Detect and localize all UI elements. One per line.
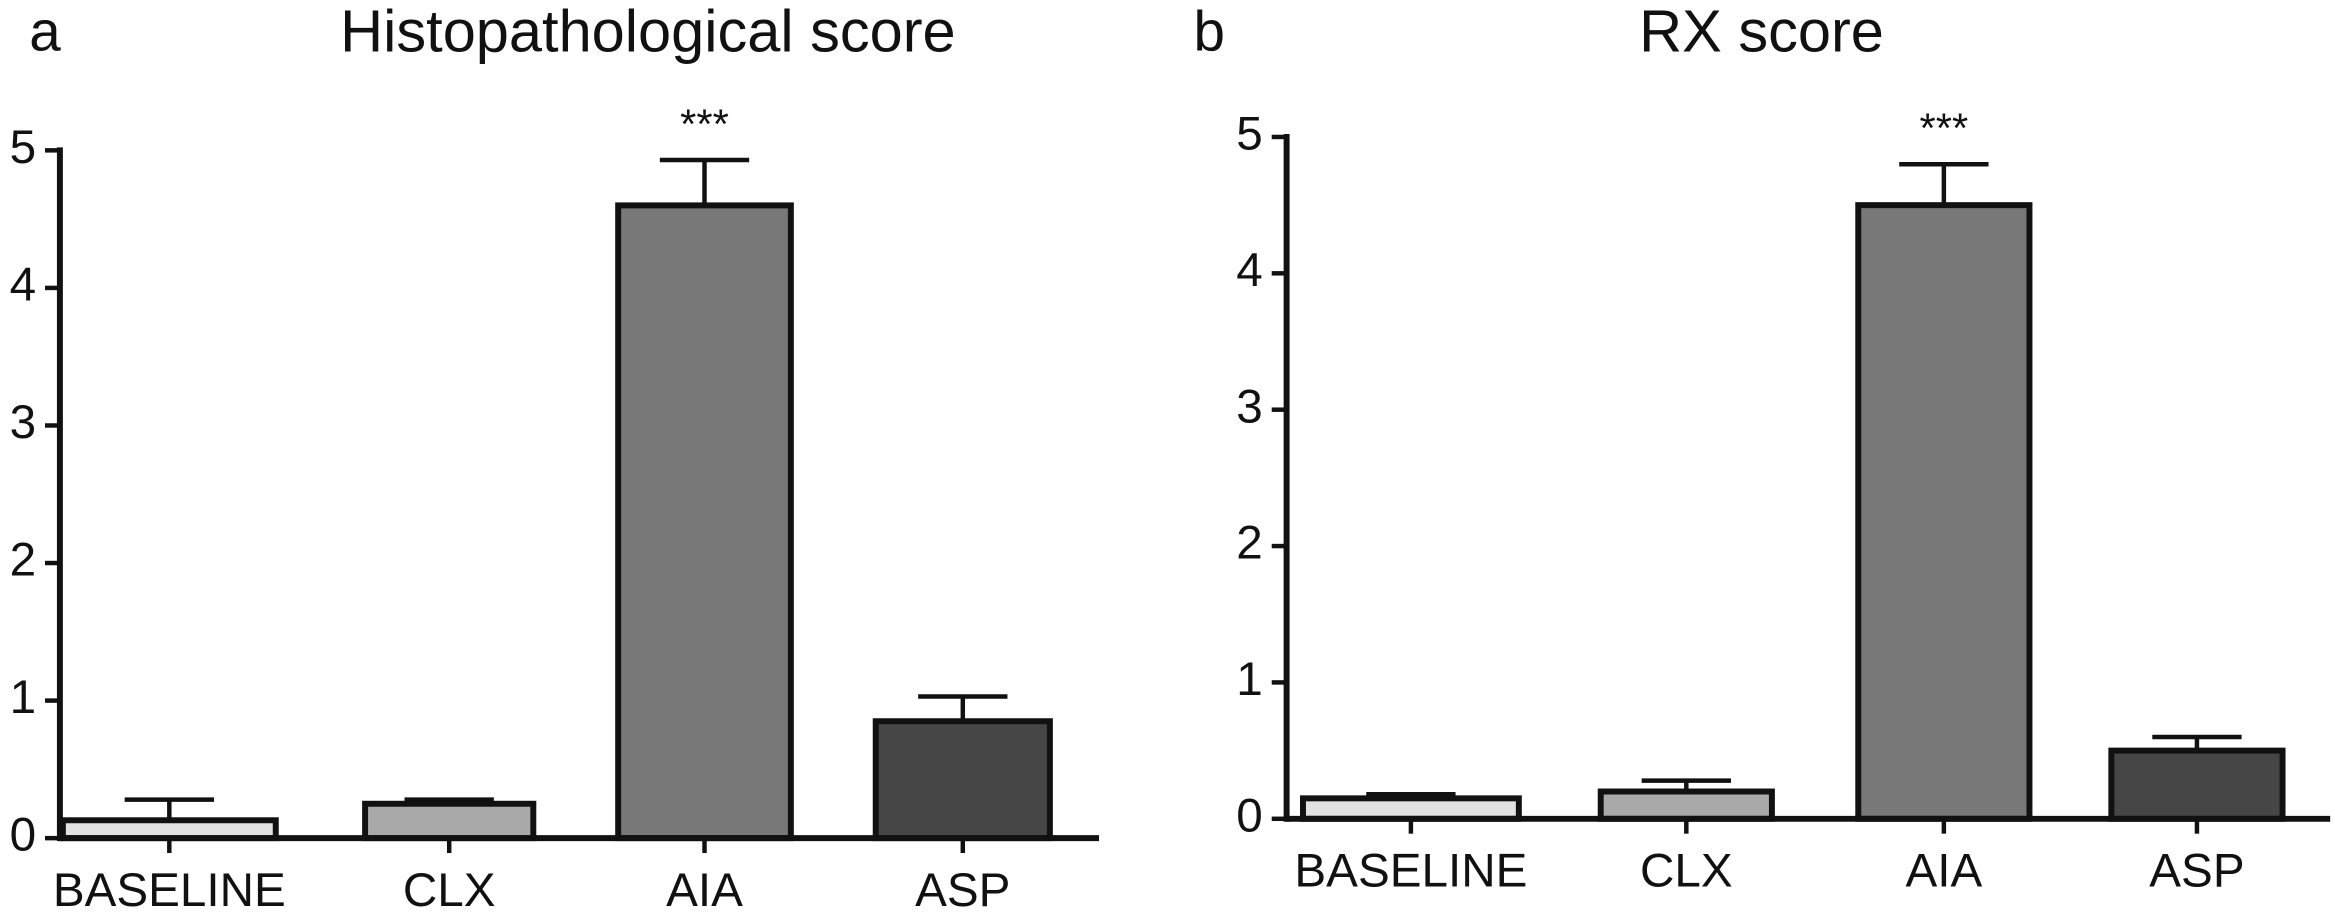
y-tick-label: 0	[10, 809, 37, 862]
x-tick-label: BASELINE	[1294, 844, 1527, 897]
y-tick-label: 3	[10, 396, 37, 449]
y-tick-label: 2	[1236, 517, 1263, 570]
x-tick-label: AIA	[666, 864, 743, 917]
panel-label: a	[29, 0, 61, 63]
y-tick-label: 5	[10, 121, 37, 174]
x-tick-label: BASELINE	[53, 864, 286, 917]
chart-title: Histopathological score	[340, 0, 956, 64]
bar	[615, 202, 794, 842]
y-tick-label: 1	[10, 671, 37, 724]
x-tick-label: CLX	[1640, 844, 1733, 897]
y-tick-label: 4	[1236, 244, 1263, 297]
bar	[1597, 788, 1775, 822]
bar	[872, 718, 1053, 842]
bar	[2108, 747, 2286, 822]
panel-label: b	[1193, 0, 1224, 63]
bar	[1855, 202, 2033, 822]
y-tick-label: 1	[1236, 653, 1263, 706]
y-tick-label: 3	[1236, 380, 1263, 433]
annotation: ***	[1920, 104, 1969, 151]
bar	[362, 800, 537, 842]
y-tick-label: 4	[10, 258, 37, 311]
chart-title: RX score	[1639, 0, 1884, 64]
y-tick-label: 0	[1236, 789, 1263, 842]
bar	[1299, 795, 1522, 822]
x-tick-label: ASP	[2149, 844, 2244, 897]
y-tick-label: 5	[1236, 108, 1263, 161]
x-tick-label: ASP	[915, 864, 1010, 917]
x-tick-label: CLX	[403, 864, 496, 917]
x-tick-label: AIA	[1905, 844, 1982, 897]
annotation: ***	[680, 100, 729, 147]
y-tick-label: 2	[10, 534, 37, 587]
